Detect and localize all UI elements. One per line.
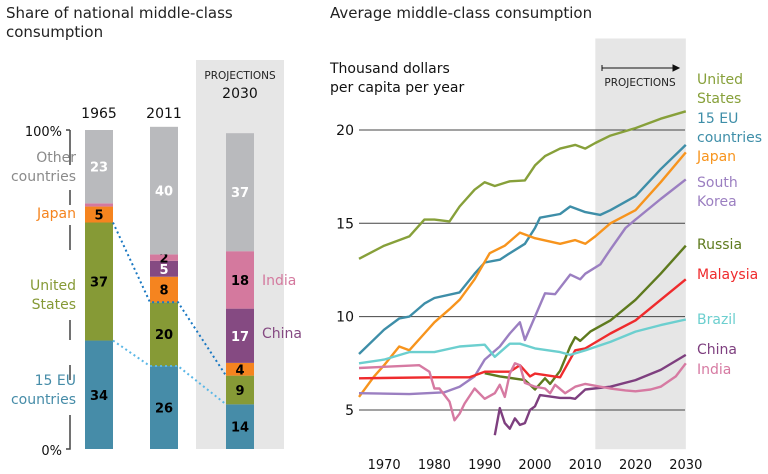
series-label: Brazil [697, 312, 736, 328]
series-label: 15 EU [697, 111, 738, 127]
series-line [358, 178, 687, 396]
data-label: 17 [231, 330, 249, 345]
series-line [358, 110, 687, 260]
arrow-icon [601, 64, 681, 72]
y-tick-label: 0% [41, 444, 62, 459]
data-label: 2 [159, 252, 168, 267]
x-tick-label: 2010 [569, 458, 602, 473]
series-label: China [262, 326, 302, 342]
x-tick-label: 1980 [418, 458, 451, 473]
y-tick-label: 20 [336, 123, 354, 139]
series-label: States [32, 297, 76, 313]
data-label: 4 [235, 363, 244, 378]
series-label: Japan [696, 149, 736, 165]
y-axis [66, 129, 71, 450]
series-label: Japan [36, 206, 76, 222]
category-label: 1965 [81, 106, 117, 122]
series-label: United [30, 278, 76, 294]
bar-segment [226, 375, 254, 405]
data-label: 5 [94, 209, 103, 224]
bar-segment [226, 308, 254, 363]
bar-segment [85, 222, 113, 341]
series-label: Russia [697, 237, 742, 253]
data-label: 37 [90, 276, 108, 291]
data-label: 40 [155, 185, 173, 200]
series-label: countries [697, 130, 762, 146]
left-chart-title: Share of national middle-class consumpti… [6, 4, 233, 41]
series-label: South [697, 175, 738, 191]
data-label: 18 [231, 274, 249, 289]
data-label: 20 [155, 328, 173, 343]
bar-segment [150, 126, 178, 255]
category-label: 2030 [222, 86, 258, 102]
series-line [493, 353, 687, 436]
y-tick-label: 15 [336, 216, 354, 232]
x-tick-label: 2000 [518, 458, 551, 473]
bar-segment [226, 362, 254, 376]
series-line [358, 144, 687, 355]
series-label: Malaysia [697, 267, 758, 283]
series-line [358, 318, 687, 365]
series-label: Korea [697, 194, 737, 210]
data-label: 34 [90, 389, 108, 404]
right-chart-title: Average middle-class consumption [330, 4, 593, 22]
y-tick-label: 5 [345, 403, 354, 419]
bar-segment [85, 206, 113, 223]
bar-segment [150, 302, 178, 367]
data-label: 37 [231, 186, 249, 201]
x-tick-label: 1990 [468, 458, 501, 473]
bar-segment [150, 276, 178, 303]
data-label: 8 [159, 284, 168, 299]
series-label: Other [36, 150, 76, 166]
projection-label: PROJECTIONS [604, 77, 676, 89]
bar-segment [85, 203, 113, 207]
bar-segment [85, 340, 113, 449]
series-line [358, 362, 687, 422]
bar-segment [226, 404, 254, 449]
bar-segment [150, 366, 178, 449]
bar-segment [85, 130, 113, 204]
y-tick-label: 100% [25, 125, 62, 140]
bar-segment [150, 260, 178, 277]
series-label: United [697, 72, 743, 88]
y-tick-label: 10 [336, 310, 354, 326]
projection-label: PROJECTIONS [204, 70, 276, 82]
x-tick-label: 2030 [669, 458, 702, 473]
x-tick-label: 2020 [619, 458, 652, 473]
series-label: India [262, 273, 296, 289]
series-line [358, 278, 687, 380]
connector-line [112, 222, 227, 377]
series-label: countries [11, 392, 76, 408]
data-label: 9 [235, 384, 244, 399]
series-line [358, 151, 687, 398]
x-tick-label: 1970 [368, 458, 401, 473]
series-label: 15 EU [35, 373, 76, 389]
series-label: countries [11, 169, 76, 185]
bar-segment [226, 133, 254, 252]
series-label: States [697, 91, 741, 107]
data-label: 23 [90, 161, 108, 176]
bar-segment [226, 251, 254, 309]
bar-segment [150, 254, 178, 261]
data-label: 14 [231, 421, 249, 436]
category-label: 2011 [146, 106, 182, 122]
series-label: India [697, 362, 731, 378]
data-label: 26 [155, 402, 173, 417]
series-label: China [697, 342, 737, 358]
y-axis-label: per capita per year [330, 80, 464, 96]
data-label: 5 [159, 263, 168, 278]
y-axis-label: Thousand dollars [329, 61, 450, 77]
